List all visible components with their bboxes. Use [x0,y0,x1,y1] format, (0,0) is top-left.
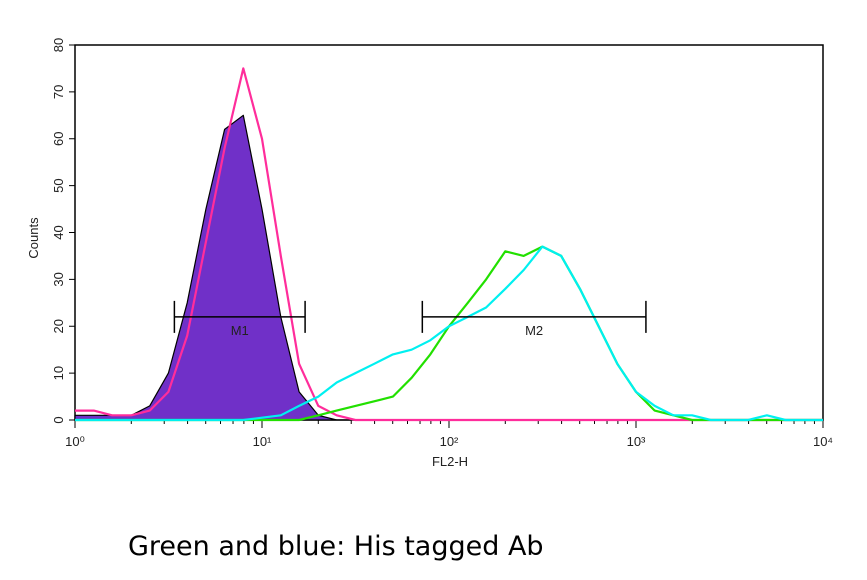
x-tick-label: 10³ [627,434,646,449]
y-tick-label: 40 [51,225,66,239]
y-tick-label: 60 [51,132,66,146]
x-axis-label: FL2-H [432,454,468,469]
marker-label: M2 [525,323,543,338]
y-tick-label: 70 [51,85,66,99]
x-tick-label: 10⁰ [65,434,85,449]
x-tick-label: 10⁴ [813,434,833,449]
y-tick-label: 10 [51,366,66,380]
y-tick-label: 30 [51,272,66,286]
y-axis-label: Counts [26,217,41,259]
y-tick-label: 0 [51,416,66,423]
x-tick-label: 10² [440,434,459,449]
y-tick-label: 50 [51,178,66,192]
marker-label: M1 [231,323,249,338]
histogram-area [74,114,824,421]
caption: Green and blue: His tagged Ab [128,531,544,562]
y-tick-label: 20 [51,319,66,333]
x-tick-label: 10¹ [253,434,272,449]
y-tick-label: 80 [51,38,66,52]
histogram-line [75,245,823,422]
